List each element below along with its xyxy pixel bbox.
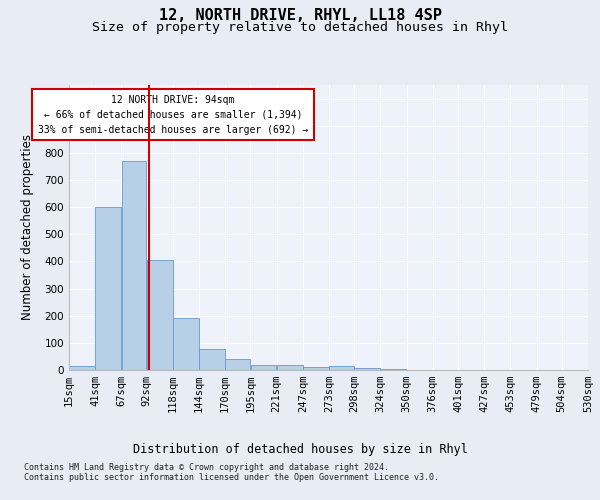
Bar [303,366,329,370]
Y-axis label: Number of detached properties: Number of detached properties [21,134,34,320]
Bar [122,161,146,370]
Text: Distribution of detached houses by size in Rhyl: Distribution of detached houses by size … [133,442,467,456]
Bar [380,368,406,370]
Text: Size of property relative to detached houses in Rhyl: Size of property relative to detached ho… [92,21,508,34]
Bar [226,359,250,370]
Bar [355,368,380,370]
Text: Contains HM Land Registry data © Crown copyright and database right 2024.
Contai: Contains HM Land Registry data © Crown c… [24,462,439,482]
Bar [69,366,95,370]
Text: 12, NORTH DRIVE, RHYL, LL18 4SP: 12, NORTH DRIVE, RHYL, LL18 4SP [158,8,442,22]
Text: 12 NORTH DRIVE: 94sqm
← 66% of detached houses are smaller (1,394)
33% of semi-d: 12 NORTH DRIVE: 94sqm ← 66% of detached … [38,95,308,134]
Bar [329,366,354,370]
Bar [251,365,277,370]
Bar [173,318,199,370]
Bar [199,349,225,370]
Bar [277,366,302,370]
Bar [95,207,121,370]
Bar [147,260,173,370]
